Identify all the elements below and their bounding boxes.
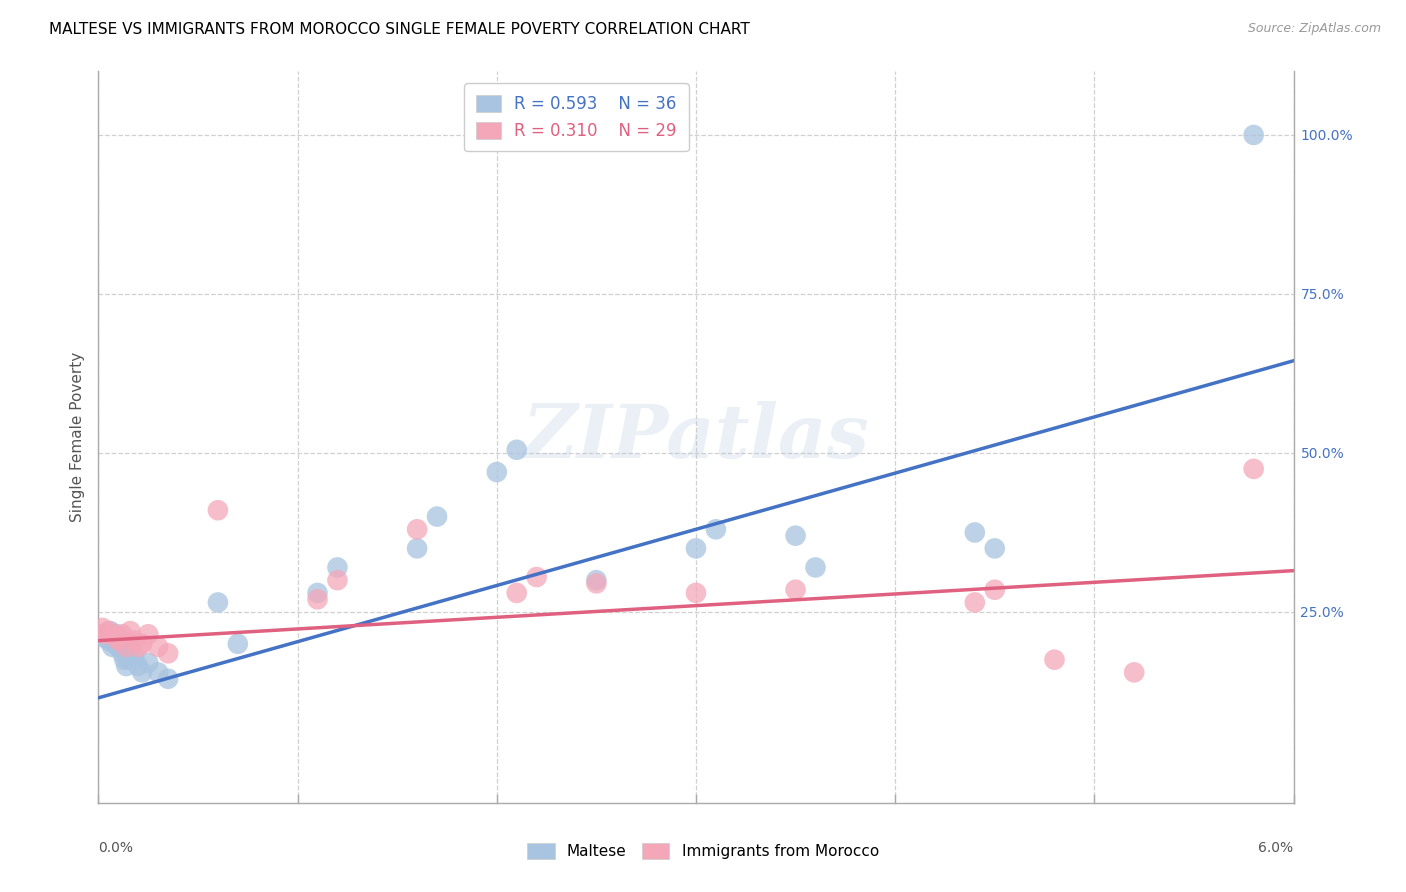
Point	[103, 637, 125, 651]
Point	[131, 665, 153, 680]
Point	[426, 509, 449, 524]
Point	[121, 646, 143, 660]
Point	[984, 541, 1007, 556]
Point	[97, 624, 120, 638]
Point	[963, 525, 986, 540]
Point	[1043, 653, 1066, 667]
Point	[112, 653, 135, 667]
Point	[117, 653, 139, 667]
Text: ZIPatlas: ZIPatlas	[523, 401, 869, 474]
Point	[97, 633, 120, 648]
Point	[984, 582, 1007, 597]
Point	[326, 573, 349, 587]
Point	[120, 624, 142, 638]
Point	[127, 659, 149, 673]
Point	[406, 541, 429, 556]
Text: 6.0%: 6.0%	[1258, 841, 1294, 855]
Point	[115, 640, 138, 654]
Point	[115, 659, 138, 673]
Point	[704, 522, 727, 536]
Point	[1123, 665, 1146, 680]
Point	[506, 442, 529, 457]
Point	[148, 665, 170, 680]
Legend: R = 0.593    N = 36, R = 0.310    N = 29: R = 0.593 N = 36, R = 0.310 N = 29	[464, 83, 689, 152]
Text: Source: ZipAtlas.com: Source: ZipAtlas.com	[1247, 22, 1381, 36]
Point	[124, 649, 146, 664]
Point	[127, 640, 149, 654]
Point	[111, 627, 134, 641]
Point	[804, 560, 827, 574]
Point	[148, 640, 170, 654]
Point	[157, 672, 180, 686]
Point	[326, 560, 349, 574]
Point	[207, 595, 229, 609]
Point	[406, 522, 429, 536]
Point	[785, 582, 807, 597]
Point	[131, 637, 153, 651]
Point	[101, 640, 124, 654]
Point	[506, 586, 529, 600]
Point	[136, 656, 159, 670]
Point	[124, 633, 146, 648]
Point	[1243, 128, 1265, 142]
Point	[485, 465, 508, 479]
Point	[685, 586, 707, 600]
Point	[526, 570, 548, 584]
Point	[136, 627, 159, 641]
Text: 0.0%: 0.0%	[98, 841, 134, 855]
Point	[157, 646, 180, 660]
Point	[105, 631, 128, 645]
Point	[120, 637, 142, 651]
Point	[585, 573, 607, 587]
Point	[1243, 462, 1265, 476]
Point	[93, 631, 115, 645]
Point	[107, 640, 129, 654]
Point	[91, 621, 114, 635]
Point	[98, 624, 122, 638]
Point	[107, 633, 129, 648]
Text: MALTESE VS IMMIGRANTS FROM MOROCCO SINGLE FEMALE POVERTY CORRELATION CHART: MALTESE VS IMMIGRANTS FROM MOROCCO SINGL…	[49, 22, 749, 37]
Y-axis label: Single Female Poverty: Single Female Poverty	[69, 352, 84, 522]
Point	[307, 592, 329, 607]
Point	[91, 627, 114, 641]
Point	[963, 595, 986, 609]
Point	[93, 627, 115, 641]
Point	[226, 637, 249, 651]
Legend: Maltese, Immigrants from Morocco: Maltese, Immigrants from Morocco	[517, 834, 889, 868]
Point	[207, 503, 229, 517]
Point	[307, 586, 329, 600]
Point	[785, 529, 807, 543]
Point	[685, 541, 707, 556]
Point	[585, 576, 607, 591]
Point	[105, 627, 128, 641]
Point	[101, 627, 124, 641]
Point	[111, 646, 134, 660]
